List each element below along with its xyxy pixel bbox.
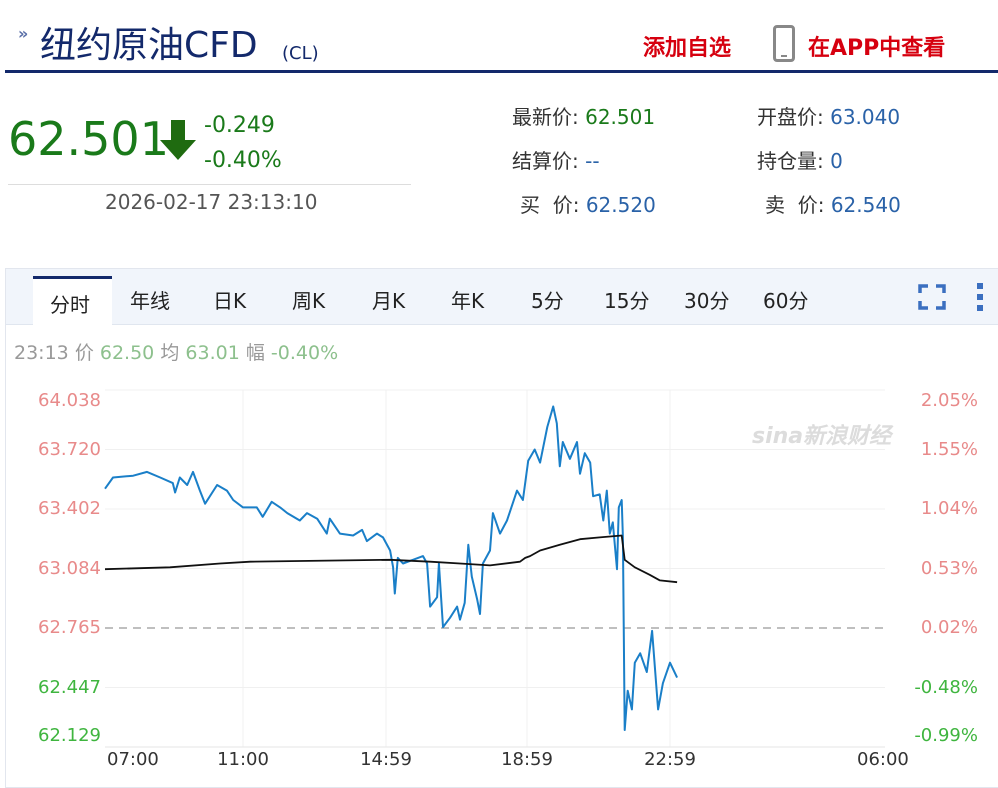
info-avg: 63.01 <box>185 342 240 364</box>
change-value: -0.249 <box>204 113 275 138</box>
average-price-line <box>104 534 678 584</box>
tab-5min[interactable]: 5分 <box>531 289 564 313</box>
field-value: -- <box>585 149 600 173</box>
divider <box>8 184 411 185</box>
x-tick-label: 22:59 <box>644 749 696 770</box>
sina-finance-watermark: sina新浪财经 <box>752 424 892 449</box>
y-tick-label: 62.765 <box>38 617 101 638</box>
y-tick-label-right: 0.53% <box>920 557 978 579</box>
change-percent: -0.40% <box>204 148 282 173</box>
symbol-code: (CL) <box>282 43 319 64</box>
double-chevron-icon: » <box>18 24 29 43</box>
field-value: 63.040 <box>830 105 901 129</box>
y-tick-label-right: 1.55% <box>920 438 978 460</box>
field-value: 0 <box>830 149 843 173</box>
tab-yearly-line[interactable]: 年线 <box>130 289 170 313</box>
title-bar <box>5 0 998 73</box>
tab-yearly-k[interactable]: 年K <box>451 289 485 313</box>
quote-open-interest: 持仓量: 0 <box>757 145 843 174</box>
quote-ask: 卖 价: 62.540 <box>765 189 901 218</box>
view-in-app-button[interactable]: 在APP中查看 <box>808 36 946 61</box>
info-price: 62.50 <box>99 342 155 364</box>
price-change: -0.249 -0.40% <box>204 108 282 178</box>
quote-bid: 买 价: 62.520 <box>520 189 656 218</box>
current-price: 62.501 <box>8 112 169 166</box>
info-time: 23:13 <box>14 342 69 364</box>
tab-60min[interactable]: 60分 <box>763 289 809 313</box>
x-tick-label: 07:00 <box>107 749 159 770</box>
x-tick-label: 11:00 <box>217 749 269 770</box>
field-value: 62.540 <box>830 193 901 217</box>
info-price-label: 价 <box>74 342 94 364</box>
field-label: 结算价: <box>512 149 579 173</box>
field-label: 持仓量: <box>757 149 824 173</box>
fullscreen-icon[interactable] <box>918 284 946 310</box>
quote-open: 开盘价: 63.040 <box>757 101 900 130</box>
crosshair-info: 23:13 价 62.50 均 63.01 幅 -0.40% <box>14 338 338 365</box>
info-amp-label: 幅 <box>245 342 265 364</box>
active-tab-indicator <box>33 276 112 326</box>
quote-latest: 最新价: 62.501 <box>512 101 655 130</box>
x-tick-label: 06:00 <box>857 749 909 770</box>
field-label: 卖 价: <box>765 193 825 217</box>
y-tick-label: 63.720 <box>38 438 101 460</box>
x-tick-label: 18:59 <box>501 749 553 770</box>
tab-monthly-k[interactable]: 月K <box>372 289 406 313</box>
y-tick-label-right: 1.04% <box>920 498 978 519</box>
y-tick-label: 62.129 <box>38 725 101 746</box>
x-tick-label: 14:59 <box>360 749 412 770</box>
tab-30min[interactable]: 30分 <box>684 289 730 313</box>
field-label: 最新价: <box>512 105 579 129</box>
info-avg-label: 均 <box>160 342 180 364</box>
field-label: 开盘价: <box>757 105 824 129</box>
add-favorite-button[interactable]: 添加自选 <box>643 36 732 61</box>
chart-tabs: 分时 年线 日K 周K 月K 年K 5分 15分 30分 60分 <box>6 269 998 326</box>
y-tick-label-right: 2.05% <box>920 390 978 411</box>
info-amp: -0.40% <box>270 342 339 364</box>
y-tick-label: 62.447 <box>38 676 101 698</box>
arrow-down-icon <box>160 120 196 160</box>
more-vertical-icon[interactable] <box>976 283 984 311</box>
y-tick-label: 63.084 <box>38 557 101 579</box>
page-title: 纽约原油CFD <box>40 25 258 66</box>
y-tick-label-right: -0.48% <box>914 676 978 698</box>
tab-intraday[interactable]: 分时 <box>50 293 90 317</box>
field-value: 62.501 <box>585 105 656 129</box>
y-tick-label: 64.038 <box>38 390 101 411</box>
tab-weekly-k[interactable]: 周K <box>292 289 326 313</box>
field-value: 62.520 <box>585 193 656 217</box>
timestamp: 2026-02-17 23:13:10 <box>105 190 318 214</box>
tab-15min[interactable]: 15分 <box>604 289 650 313</box>
phone-icon[interactable] <box>773 25 795 62</box>
field-label: 买 价: <box>520 193 580 217</box>
y-tick-label: 63.402 <box>38 498 101 519</box>
quote-settle: 结算价: -- <box>512 145 600 174</box>
price-line <box>104 405 679 731</box>
y-tick-label-right: -0.99% <box>914 725 978 746</box>
y-tick-label-right: 0.02% <box>920 617 978 638</box>
tab-daily-k[interactable]: 日K <box>213 289 247 313</box>
